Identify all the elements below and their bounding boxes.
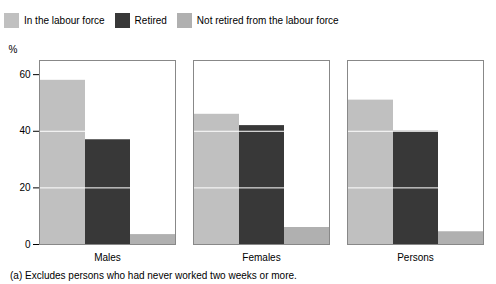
svg-text:60: 60 (19, 69, 31, 80)
html-text:Retired: Retired (134, 15, 167, 26)
svg-text:40: 40 (19, 125, 31, 136)
svg-text:20: 20 (19, 182, 31, 193)
svg-text:0: 0 (25, 239, 31, 250)
html-text:Not retired from the labour fo: Not retired from the labour force (196, 15, 339, 26)
html-text:In the labour force: In the labour force (24, 15, 105, 26)
svg-text:Females: Females (242, 252, 280, 263)
svg-text:%: % (9, 44, 18, 55)
svg-text:Males: Males (94, 252, 121, 263)
html-text:(a) Excludes persons who had n: (a) Excludes persons who had never worke… (10, 270, 297, 281)
svg-text:Persons: Persons (397, 252, 434, 263)
